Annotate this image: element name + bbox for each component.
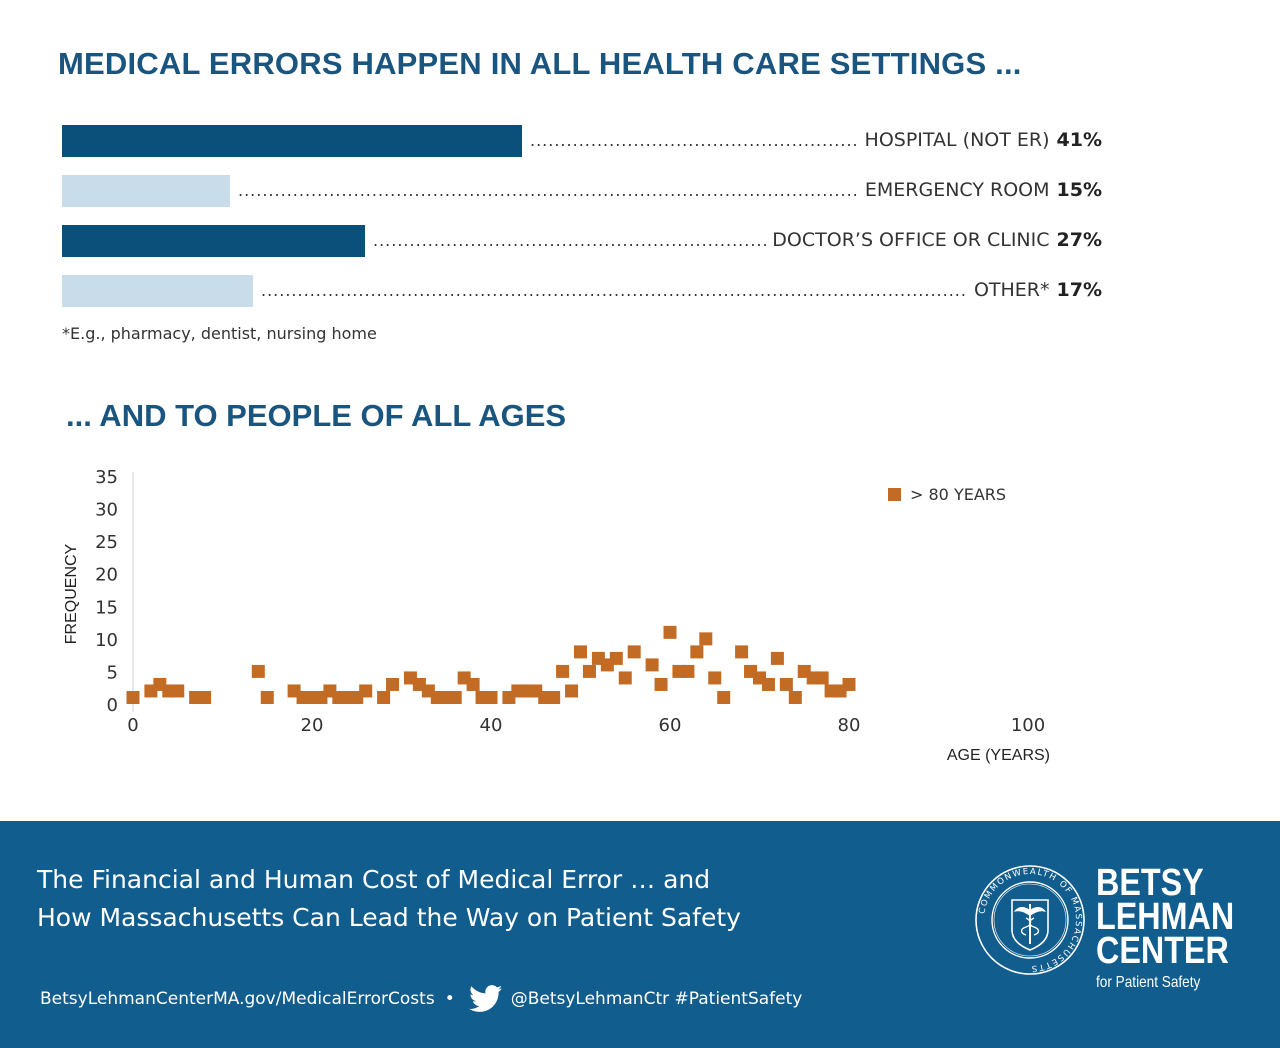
x-tick-label: 80 bbox=[838, 715, 861, 736]
ages-headline: ... AND TO PEOPLE OF ALL AGES bbox=[66, 398, 567, 433]
bar-label-hospital: HOSPITAL (NOT ER) 41% bbox=[865, 129, 1102, 151]
separator-bullet: • bbox=[444, 989, 455, 1009]
data-point bbox=[690, 645, 704, 659]
bar-category-hospital: HOSPITAL (NOT ER) bbox=[864, 129, 1050, 151]
bar-value-hospital: 41% bbox=[1056, 129, 1102, 151]
x-axis-title: AGE (YEARS) bbox=[947, 747, 1050, 764]
x-tick-label: 20 bbox=[301, 715, 324, 736]
legend-label: > 80 YEARS bbox=[910, 485, 1006, 504]
data-point bbox=[609, 651, 623, 665]
data-point bbox=[582, 664, 596, 678]
data-point bbox=[574, 645, 587, 659]
data-point bbox=[386, 677, 400, 691]
footnote: *E.g., pharmacy, dentist, nursing home bbox=[62, 324, 377, 343]
bar-value-emergency-room: 15% bbox=[1056, 179, 1102, 201]
data-point bbox=[717, 690, 731, 704]
data-point bbox=[779, 677, 793, 691]
bar-value-doctors-office: 27% bbox=[1056, 229, 1102, 251]
bar-label-doctors-office: DOCTOR’S OFFICE OR CLINIC 27% bbox=[772, 229, 1102, 251]
betsy-lehman-logo: BETSY LEHMAN CENTER for Patient Safety bbox=[1096, 862, 1259, 992]
bar-row-hospital: HOSPITAL (NOT ER) 41% ..................… bbox=[62, 125, 1102, 159]
data-point bbox=[547, 690, 561, 704]
twitter-icon bbox=[468, 985, 502, 1012]
y-tick-label: 35 bbox=[95, 467, 118, 488]
massachusetts-seal-icon: COMMONWEALTH OF MASSACHUSETTS bbox=[975, 865, 1085, 975]
bar-value-other: 17% bbox=[1056, 279, 1102, 301]
data-point bbox=[842, 677, 856, 691]
leader-dots: ........................................… bbox=[530, 131, 859, 150]
report-url-link[interactable]: BetsyLehmanCenterMA.gov/MedicalErrorCost… bbox=[40, 989, 435, 1009]
footer-banner: The Financial and Human Cost of Medical … bbox=[0, 821, 1280, 1048]
bar-hospital bbox=[62, 125, 522, 157]
banner-links: BetsyLehmanCenterMA.gov/MedicalErrorCost… bbox=[40, 985, 802, 1013]
bar-doctors-office bbox=[62, 225, 365, 257]
data-point bbox=[565, 684, 579, 698]
bar-label-other: OTHER* 17% bbox=[974, 279, 1102, 301]
y-tick-label: 25 bbox=[95, 532, 118, 553]
data-point bbox=[654, 677, 668, 691]
y-tick-label: 0 bbox=[107, 695, 118, 716]
bar-emergency-room bbox=[62, 175, 230, 207]
x-tick-label: 100 bbox=[1011, 715, 1045, 736]
bar-row-doctors-office: DOCTOR’S OFFICE OR CLINIC 27% ..........… bbox=[62, 225, 1102, 259]
data-point bbox=[251, 664, 265, 678]
data-point bbox=[466, 677, 480, 691]
data-point bbox=[681, 664, 695, 678]
data-point bbox=[171, 684, 185, 698]
x-tick-label: 40 bbox=[480, 715, 503, 736]
leader-dots: ........................................… bbox=[238, 181, 859, 200]
brand-line-1: BETSY bbox=[1096, 862, 1204, 904]
data-point bbox=[627, 645, 641, 659]
data-point bbox=[663, 625, 677, 639]
y-tick-label: 30 bbox=[95, 500, 118, 521]
y-tick-label: 5 bbox=[107, 662, 118, 683]
data-point bbox=[735, 645, 749, 659]
settings-headline: MEDICAL ERRORS HAPPEN IN ALL HEALTH CARE… bbox=[58, 46, 1022, 81]
data-point bbox=[126, 690, 140, 704]
x-tick-label: 60 bbox=[659, 715, 682, 736]
data-point bbox=[815, 671, 829, 685]
data-point bbox=[359, 684, 373, 698]
data-point bbox=[260, 690, 274, 704]
y-tick-label: 20 bbox=[95, 565, 118, 586]
bar-row-emergency-room: EMERGENCY ROOM 15% .....................… bbox=[62, 175, 1102, 209]
x-tick-label: 0 bbox=[127, 715, 138, 736]
brand-subtitle: for Patient Safety bbox=[1096, 974, 1201, 991]
data-point bbox=[761, 677, 775, 691]
data-point bbox=[198, 690, 212, 704]
twitter-handle-link[interactable]: @BetsyLehmanCtr #PatientSafety bbox=[510, 989, 803, 1009]
data-point bbox=[645, 658, 659, 672]
data-point bbox=[448, 690, 462, 704]
bar-label-emergency-room: EMERGENCY ROOM 15% bbox=[865, 179, 1102, 201]
bar-category-other: OTHER* bbox=[973, 279, 1050, 301]
data-point bbox=[618, 671, 632, 685]
data-point bbox=[788, 690, 802, 704]
report-title-line-1: The Financial and Human Cost of Medical … bbox=[37, 865, 711, 894]
leader-dots: ........................................… bbox=[261, 281, 968, 300]
report-title: The Financial and Human Cost of Medical … bbox=[37, 861, 897, 937]
data-point bbox=[484, 690, 498, 704]
data-point bbox=[377, 690, 391, 704]
legend-marker bbox=[888, 488, 901, 501]
bar-other bbox=[62, 275, 253, 307]
y-tick-label: 15 bbox=[95, 597, 118, 618]
brand-line-3: CENTER bbox=[1096, 930, 1229, 972]
leader-dots: ........................................… bbox=[373, 231, 766, 250]
data-point bbox=[556, 664, 570, 678]
data-point bbox=[770, 651, 784, 665]
y-axis-title: FREQUENCY bbox=[63, 543, 80, 644]
age-scatter-chart: 0 5 10 15 20 25 30 35 0 20 40 60 80 100 FREQUENCY AGE (… bbox=[63, 467, 1050, 764]
data-point bbox=[699, 632, 713, 646]
bar-category-emergency-room: EMERGENCY ROOM bbox=[864, 179, 1050, 201]
bar-row-other: OTHER* 17% .............................… bbox=[62, 275, 1102, 309]
report-title-line-2: How Massachusetts Can Lead the Way on Pa… bbox=[37, 903, 741, 932]
y-tick-label: 10 bbox=[95, 630, 118, 651]
data-point bbox=[708, 671, 722, 685]
brand-line-2: LEHMAN bbox=[1096, 896, 1235, 938]
bar-category-doctors-office: DOCTOR’S OFFICE OR CLINIC bbox=[772, 229, 1050, 251]
